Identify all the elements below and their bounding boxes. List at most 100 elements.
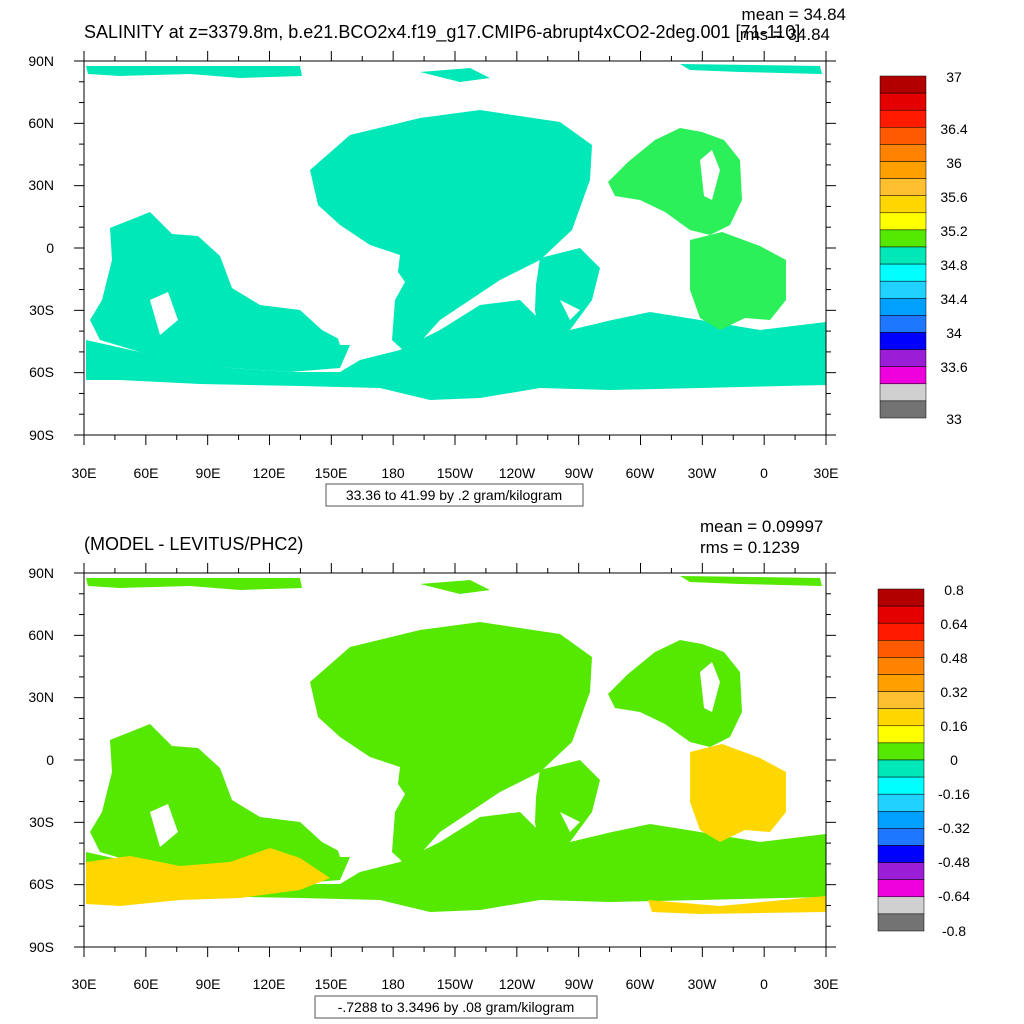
colorbar-label: 0.48 xyxy=(940,650,967,666)
colorbar-cell xyxy=(877,622,925,641)
region-southern-ocean-band xyxy=(86,848,826,914)
panel-1-mean: mean = 34.84 xyxy=(742,5,846,24)
colorbar-cell xyxy=(879,92,927,111)
colorbar-cell xyxy=(879,366,927,385)
x-tick-label: 30E xyxy=(72,976,97,992)
colorbar-cell xyxy=(877,759,925,778)
x-tick-label: 0 xyxy=(760,465,768,481)
land-islands xyxy=(150,662,720,857)
x-tick-label: 60W xyxy=(626,465,656,481)
y-tick-label: 90S xyxy=(29,939,54,955)
y-tick-label: 60N xyxy=(28,627,54,643)
x-tick-label: 150W xyxy=(437,976,474,992)
panel-salinity: SALINITY at z=3379.8m, b.e21.BCO2x4.f19_… xyxy=(28,5,968,507)
region-arctic-basin xyxy=(86,64,822,82)
colorbar-cell xyxy=(879,127,927,145)
colorbar-label: -0.64 xyxy=(938,888,970,904)
colorbar-cell xyxy=(877,657,925,675)
y-tick-label: 30N xyxy=(28,177,54,193)
colorbar-label: 35.2 xyxy=(940,223,967,239)
x-tick-label: 60W xyxy=(626,976,656,992)
colorbar-1-labels: 37 36.4 36 35.6 35.2 34.8 34.4 34 33.6 3… xyxy=(940,69,967,427)
colorbar-cell xyxy=(877,708,925,727)
region-tropical-atlantic xyxy=(690,232,786,330)
colorbar-cell xyxy=(877,640,925,658)
panel-1-y-tick-labels: 90N 60N 30N 0 30S 60S 90S xyxy=(28,53,54,443)
panel-2-rms: rms = 0.1239 xyxy=(700,538,800,557)
x-tick-label: 30E xyxy=(814,465,839,481)
colorbar-cell xyxy=(877,828,925,846)
map-anomaly xyxy=(86,576,826,914)
colorbar-cell xyxy=(879,109,927,128)
region-pacific-basin xyxy=(310,110,592,352)
colorbar-cell xyxy=(877,691,925,709)
region-tropical-atlantic xyxy=(690,744,786,842)
colorbar-label: 36 xyxy=(946,155,962,171)
contour-info-box xyxy=(325,483,584,507)
colorbar-anomaly xyxy=(877,588,925,932)
colorbar-label: 0.16 xyxy=(940,718,967,734)
colorbar-label: 0 xyxy=(950,752,958,768)
y-tick-label: 0 xyxy=(46,752,54,768)
y-tick-label: 90N xyxy=(28,53,54,69)
colorbar-label: 0.64 xyxy=(940,616,967,632)
land-islands xyxy=(150,150,720,345)
y-tick-label: 30S xyxy=(29,302,54,318)
x-tick-label: 30E xyxy=(814,976,839,992)
region-north-atlantic xyxy=(608,640,742,747)
colorbar-cell xyxy=(877,725,925,744)
region-indian-basin xyxy=(90,212,350,372)
contour-info: -.7288 to 3.3496 by .08 gram/kilogram xyxy=(338,999,575,1015)
y-tick-label: 30N xyxy=(28,689,54,705)
x-tick-label: 30W xyxy=(688,465,718,481)
colorbar-cell xyxy=(877,862,925,880)
colorbar-2-labels: 0.8 0.64 0.48 0.32 0.16 0 -0.16 -0.32 -0… xyxy=(938,582,970,939)
x-tick-label: 90E xyxy=(196,976,221,992)
colorbar-cell xyxy=(877,811,925,829)
colorbar-cell xyxy=(877,845,925,863)
colorbar-cell xyxy=(879,349,927,367)
colorbar-cell xyxy=(877,605,925,624)
x-tick-label: 60E xyxy=(134,465,159,481)
panel-2-mean: mean = 0.09997 xyxy=(700,517,823,536)
y-tick-label: 30S xyxy=(29,814,54,830)
panel-2-y-tick-labels: 90N 60N 30N 0 30S 60S 90S xyxy=(28,565,54,955)
colorbar-label: 0.32 xyxy=(940,684,967,700)
colorbar-cell xyxy=(879,161,927,179)
colorbar-label: -0.16 xyxy=(938,786,970,802)
region-arctic-basin xyxy=(86,576,822,594)
region-southern-ocean xyxy=(86,300,826,400)
colorbar-cell xyxy=(879,75,927,94)
colorbar-label: 35.6 xyxy=(940,189,967,205)
colorbar-label: -0.48 xyxy=(938,854,970,870)
panel-2-x-tick-labels: 30E 60E 90E 120E 150E 180 150W 120W 90W … xyxy=(72,976,839,992)
colorbar-cell xyxy=(877,742,925,761)
colorbar-cell xyxy=(879,263,927,282)
panel-1-rms: rms = 34.84 xyxy=(740,25,830,44)
x-tick-label: 120W xyxy=(499,465,536,481)
x-tick-label: 180 xyxy=(381,976,405,992)
colorbar-cell xyxy=(879,280,927,299)
colorbar-label: 36.4 xyxy=(940,121,967,137)
colorbar-salinity xyxy=(879,75,927,419)
x-tick-label: 60E xyxy=(134,976,159,992)
panel-1-title: SALINITY at z=3379.8m, b.e21.BCO2x4.f19_… xyxy=(84,22,800,43)
x-tick-label: 150E xyxy=(315,465,348,481)
panel-anomaly: (MODEL - LEVITUS/PHC2) mean = 0.09997 rm… xyxy=(28,517,970,1019)
x-tick-label: 180 xyxy=(381,465,405,481)
colorbar-cell xyxy=(879,195,927,214)
x-tick-label: 90E xyxy=(196,465,221,481)
colorbar-cell xyxy=(879,383,927,402)
y-tick-label: 60N xyxy=(28,115,54,131)
colorbar-cell xyxy=(877,674,925,692)
colorbar-cell xyxy=(879,144,927,162)
colorbar-cell xyxy=(877,793,925,812)
colorbar-cell xyxy=(877,913,925,932)
colorbar-cell xyxy=(879,246,927,265)
colorbar-label: 0.8 xyxy=(944,582,964,598)
colorbar-cell xyxy=(877,896,925,915)
y-tick-label: 0 xyxy=(46,240,54,256)
region-indian-basin xyxy=(90,724,350,884)
x-tick-label: 120E xyxy=(253,976,286,992)
